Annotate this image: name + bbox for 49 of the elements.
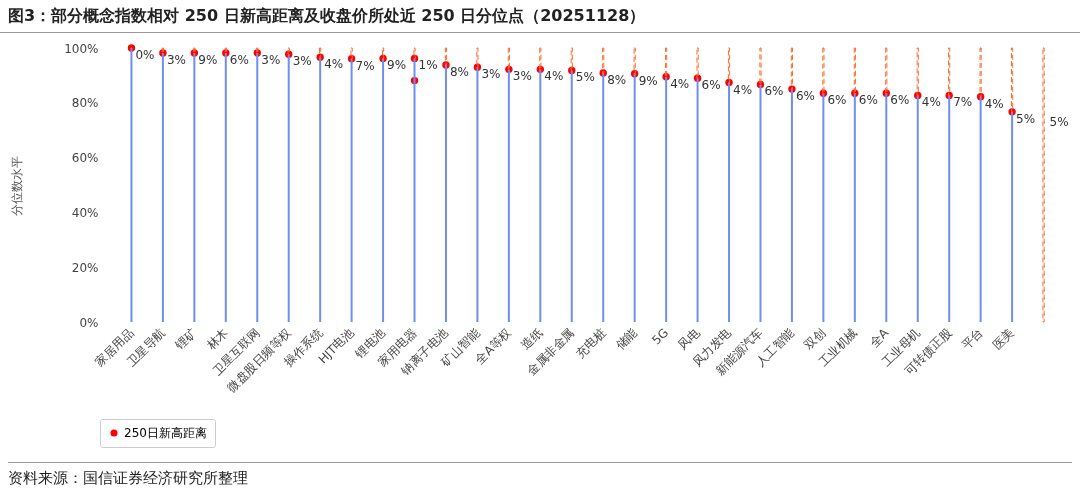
annotation: 4%: [324, 57, 344, 72]
x-tick-label: 锂矿: [171, 325, 200, 354]
annotation: 6%: [890, 93, 910, 108]
annotation: 3%: [292, 54, 312, 69]
annotation: 9%: [387, 58, 407, 73]
annotation: 5%: [575, 70, 595, 85]
y-tick-label: 20%: [71, 260, 99, 275]
annotation: 6%: [795, 89, 815, 104]
annotation: 4%: [670, 76, 690, 91]
annotation: 9%: [638, 73, 658, 88]
x-tick-label: 造纸: [518, 325, 546, 353]
legend-label: 250日新高距离: [124, 426, 207, 440]
annotation: 1%: [418, 58, 438, 73]
annotation: 6%: [701, 78, 721, 93]
y-tick-label: 40%: [71, 205, 99, 220]
annotation: 8%: [449, 64, 470, 79]
y-axis-title: 分位数水平: [10, 155, 25, 216]
annotation: 9%: [198, 52, 218, 67]
annotation: 0%: [135, 48, 155, 62]
y-tick-label: 100%: [64, 41, 99, 56]
y-tick-label: 80%: [71, 96, 99, 111]
annotation: 8%: [607, 72, 627, 87]
annotation: 7%: [355, 58, 375, 73]
x-tick-label: 双创: [801, 325, 829, 353]
annotation: 4%: [984, 96, 1004, 111]
x-tick-label: 全A: [867, 325, 892, 350]
annotation: 6%: [764, 84, 784, 99]
x-tick-label: 医美: [990, 325, 1018, 353]
annotation: 4%: [921, 95, 941, 110]
text: 资料来源：国信证券经济研究所整理: [8, 462, 1072, 488]
annotation: 4%: [544, 69, 564, 84]
annotation: 7%: [953, 95, 973, 110]
annotation: 4%: [733, 82, 753, 97]
annotation: 5%: [1049, 115, 1069, 129]
annotation: 5%: [1016, 111, 1036, 126]
x-tick-label: 风电: [675, 325, 703, 353]
annotation: 6%: [827, 93, 847, 108]
chart-title: 图3：部分概念指数相对 250 日新高距离及收盘价所处近 250 日分位点（20251128）: [0, 0, 1080, 33]
annotation: 3%: [166, 52, 186, 67]
annotation: 6%: [858, 93, 878, 108]
y-tick-label: 0%: [79, 315, 99, 330]
x-tick-label: 平台: [958, 325, 986, 353]
x-tick-label: 5G: [649, 325, 672, 348]
annotation: 6%: [229, 52, 249, 67]
x-tick-label: 储能: [612, 325, 640, 353]
y-tick-label: 60%: [71, 151, 99, 166]
annotation: 3%: [261, 52, 281, 67]
annotation: 3%: [512, 69, 532, 84]
annotation: 3%: [481, 67, 501, 82]
